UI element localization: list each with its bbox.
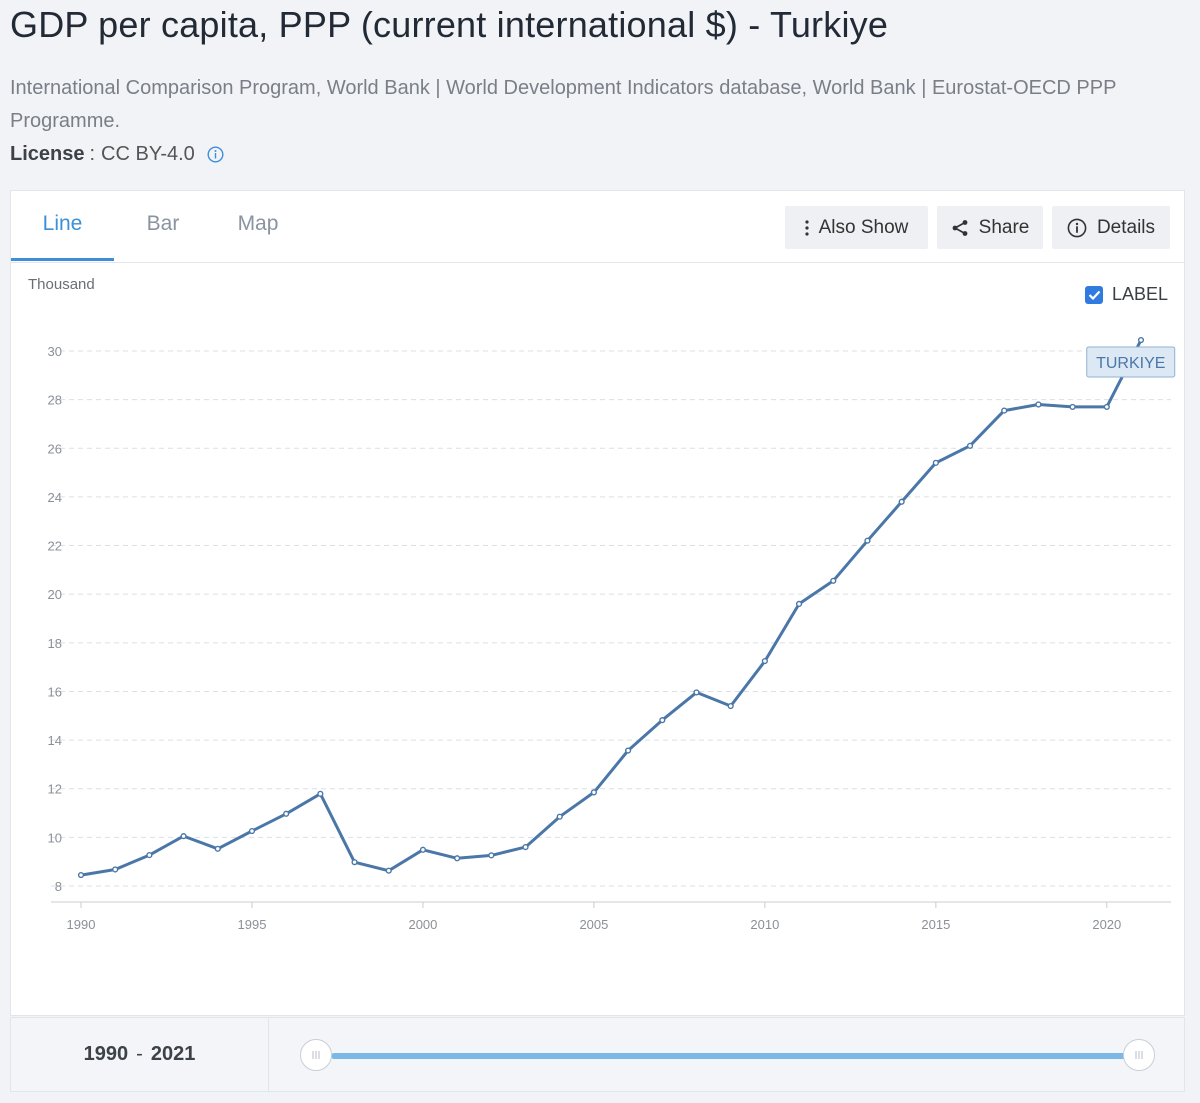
data-point	[932, 459, 939, 466]
license-line: License : CC BY-4.0	[10, 143, 224, 166]
data-point	[864, 537, 871, 544]
data-point	[1001, 407, 1008, 414]
data-point	[317, 790, 324, 797]
details-button[interactable]: Details	[1052, 206, 1170, 249]
data-point	[590, 789, 598, 796]
range-end: 2021	[150, 1043, 196, 1065]
data-point	[180, 833, 187, 840]
x-tick-label: 1990	[67, 917, 96, 932]
data-point	[522, 843, 529, 851]
data-point	[283, 810, 290, 817]
range-handle-start[interactable]	[300, 1039, 332, 1071]
year-range-bar: 1990 - 2021	[10, 1017, 1185, 1092]
data-point	[795, 600, 803, 608]
label-toggle[interactable]: LABEL	[1085, 284, 1168, 305]
x-tick-label: 2010	[750, 917, 779, 932]
label-checkbox[interactable]	[1085, 285, 1103, 304]
more-vertical-icon	[805, 219, 809, 236]
data-point	[419, 846, 427, 853]
details-label: Details	[1096, 216, 1156, 238]
data-point	[659, 717, 666, 724]
view-tabs: Line Bar Map Also Show Share Details	[11, 191, 1184, 263]
data-point	[248, 827, 256, 835]
y-tick-label: 16	[48, 684, 62, 699]
data-point	[454, 855, 461, 862]
y-tick-label: 28	[48, 393, 62, 408]
y-tick-label: 24	[48, 490, 62, 505]
data-point	[385, 867, 392, 874]
year-range-label: 1990 - 2021	[11, 1018, 269, 1091]
data-point	[112, 866, 119, 873]
page-title: GDP per capita, PPP (current internation…	[10, 4, 889, 45]
data-point	[966, 442, 974, 449]
range-start: 1990	[83, 1043, 129, 1065]
series-label-turkiye: TURKIYE	[1096, 355, 1165, 372]
line-chart: 8 10 12 14 16 18 20 22 24 26 28 30 1990 1995 2000 2005 2…	[48, 336, 1176, 932]
data-point	[1035, 401, 1042, 408]
data-point	[727, 702, 734, 710]
license-info-icon[interactable]	[207, 146, 224, 163]
data-point	[1103, 403, 1110, 411]
label-toggle-text: LABEL	[1112, 284, 1169, 304]
y-tick-label: 10	[48, 830, 62, 845]
x-tick-label: 2000	[408, 917, 437, 932]
info-icon	[1067, 218, 1087, 237]
y-tick-label: 12	[48, 782, 62, 797]
data-point	[556, 813, 563, 820]
check-icon	[1088, 290, 1100, 300]
series-label-box	[1086, 346, 1176, 378]
license-key: License	[10, 143, 85, 165]
range-handle-end[interactable]	[1123, 1039, 1155, 1071]
y-tick-label: 26	[48, 441, 62, 456]
data-sources: International Comparison Program, World …	[10, 77, 1117, 132]
range-separator: -	[136, 1043, 143, 1065]
tab-line[interactable]: Line	[11, 191, 114, 261]
chart-panel: Line Bar Map Also Show Share Details Tho…	[10, 190, 1185, 1016]
grip-icon	[1135, 1051, 1143, 1059]
data-point	[624, 747, 632, 754]
range-slider-track[interactable]	[331, 1053, 1131, 1059]
y-tick-label: 20	[48, 587, 62, 602]
data-point	[351, 859, 358, 866]
data-point	[1137, 336, 1145, 344]
y-tick-label: 14	[48, 733, 62, 748]
x-tick-label: 1995	[238, 917, 267, 932]
also-show-button[interactable]: Also Show	[785, 206, 928, 249]
y-tick-label: 18	[48, 636, 62, 651]
data-point	[146, 852, 153, 859]
y-tick-label: 22	[48, 539, 62, 554]
x-tick-label: 2005	[579, 917, 608, 932]
tab-bar[interactable]: Bar	[146, 212, 180, 235]
y-tick-label: 8	[55, 879, 62, 894]
share-label: Share	[978, 216, 1030, 238]
share-button[interactable]: Share	[937, 206, 1043, 249]
data-point	[214, 845, 221, 852]
data-point	[693, 689, 700, 696]
also-show-label: Also Show	[818, 216, 909, 238]
license-separator: :	[89, 143, 96, 165]
data-point	[1069, 403, 1076, 411]
data-point	[898, 498, 905, 505]
x-tick-label: 2020	[1092, 917, 1121, 932]
data-point	[77, 871, 85, 879]
y-tick-label: 30	[48, 344, 62, 359]
y-axis-unit-label: Thousand	[28, 276, 95, 293]
data-point	[488, 852, 495, 859]
tab-map[interactable]: Map	[237, 212, 279, 235]
series-line-turkiye	[80, 339, 1143, 877]
share-icon	[952, 219, 968, 236]
grip-icon	[312, 1051, 320, 1059]
data-point	[761, 657, 768, 665]
x-tick-label: 2015	[921, 917, 950, 932]
data-point	[830, 577, 837, 584]
license-value: CC BY-4.0	[101, 143, 195, 165]
